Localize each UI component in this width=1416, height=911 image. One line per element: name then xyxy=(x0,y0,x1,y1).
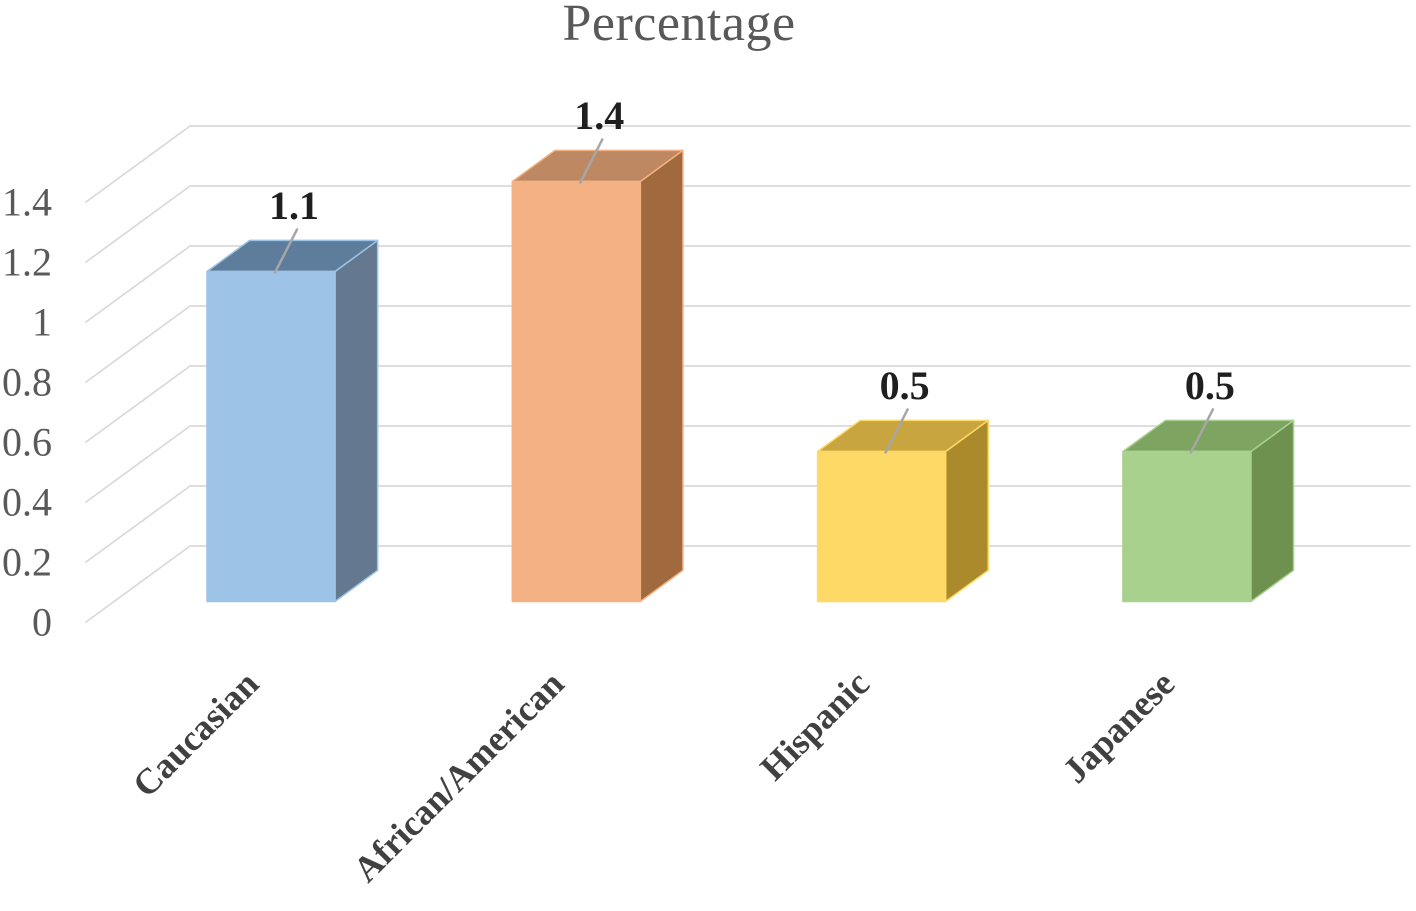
y-tick-label: 0.6 xyxy=(2,420,52,465)
bar-hispanic xyxy=(816,419,989,603)
data-label-leader xyxy=(273,228,299,274)
category-label-japanese: Japanese xyxy=(1055,663,1182,790)
y-axis-labels: 0 0.2 0.4 0.6 0.8 1 1.2 1.4 xyxy=(2,180,52,645)
y-tick-label: 1 xyxy=(32,300,52,345)
data-label: 1.1 xyxy=(269,183,319,228)
leader-lines xyxy=(273,138,1215,454)
data-label-leader xyxy=(579,138,604,184)
gridlines xyxy=(85,125,1411,623)
category-label-hispanic: Hispanic xyxy=(752,663,876,787)
gridline xyxy=(85,125,1411,203)
data-labels: 1.1 1.4 0.5 0.5 xyxy=(269,93,1235,408)
data-label: 1.4 xyxy=(574,93,624,138)
bar-front-face xyxy=(1122,450,1252,603)
y-tick-label: 1.2 xyxy=(2,240,52,285)
category-label-caucasian: Caucasian xyxy=(125,663,266,804)
bar-african-american xyxy=(511,149,684,603)
bar-caucasian xyxy=(206,239,379,603)
y-tick-label: 0 xyxy=(32,600,52,645)
bar-side-face xyxy=(639,149,684,603)
bars xyxy=(206,149,1295,603)
y-tick-label: 1.4 xyxy=(2,180,52,225)
y-tick-label: 0.2 xyxy=(2,540,52,585)
gridline xyxy=(85,425,1411,503)
bar-front-face xyxy=(816,450,947,603)
gridline xyxy=(85,545,1411,623)
y-tick-label: 0.4 xyxy=(2,480,52,525)
gridline xyxy=(85,305,1411,383)
bar-japanese xyxy=(1122,419,1295,603)
gridline xyxy=(85,485,1411,563)
chart-title: Percentage xyxy=(562,0,796,52)
bar-side-face xyxy=(334,239,379,603)
gridline xyxy=(85,185,1411,263)
data-label: 0.5 xyxy=(880,363,930,408)
category-label-african-american: African/American xyxy=(345,663,571,889)
gridline xyxy=(85,245,1411,323)
gridline xyxy=(85,365,1411,443)
data-label-leader xyxy=(1189,408,1215,454)
data-label: 0.5 xyxy=(1185,363,1235,408)
data-label-leader xyxy=(884,408,909,454)
category-axis-labels: Caucasian African/American Hispanic Japanes… xyxy=(125,663,1182,889)
y-tick-label: 0.8 xyxy=(2,360,52,405)
bar-front-face xyxy=(206,270,336,603)
bar-front-face xyxy=(511,180,642,603)
